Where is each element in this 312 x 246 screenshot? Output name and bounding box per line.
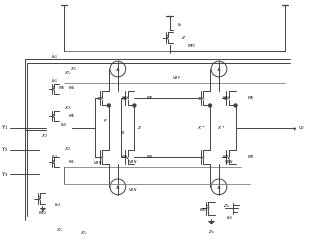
Text: $N$: $N$ (120, 129, 125, 136)
Text: $V_{BN}$: $V_{BN}$ (128, 186, 137, 194)
Text: $X_1$: $X_1$ (70, 65, 77, 73)
Text: $V_{BN}$: $V_{BN}$ (128, 158, 137, 166)
Text: $M_{12}$: $M_{12}$ (37, 210, 47, 217)
Text: $X_1$: $X_1$ (80, 229, 87, 237)
Text: $Z$: $Z$ (181, 34, 186, 41)
Text: $V_{BN}$: $V_{BN}$ (93, 159, 103, 167)
Text: $M_4$: $M_4$ (146, 154, 154, 161)
Text: $V_{BP}$: $V_{BP}$ (172, 74, 181, 82)
Text: $I_{b3}$: $I_{b3}$ (54, 202, 61, 209)
Text: $M_1$: $M_1$ (121, 95, 128, 102)
Text: $X_1$: $X_1$ (64, 69, 71, 77)
Text: $X^+$: $X^+$ (217, 124, 225, 132)
Text: $P$: $P$ (103, 117, 107, 123)
Text: $Z_o$: $Z_o$ (223, 203, 230, 210)
Text: $I_{b1}$: $I_{b1}$ (51, 77, 57, 85)
Text: $I_{b5}$: $I_{b5}$ (226, 215, 233, 222)
Text: $M_5$: $M_5$ (222, 95, 229, 102)
Text: $M_b$: $M_b$ (58, 85, 66, 92)
Text: $X_2$: $X_2$ (64, 146, 71, 153)
Text: $Y_3$: $Y_3$ (1, 169, 8, 179)
Text: $V_O$: $V_O$ (298, 124, 305, 132)
Text: $Y_1$: $Y_1$ (1, 123, 8, 132)
Text: $M_3$: $M_3$ (121, 154, 128, 161)
Text: $M_{PC}$: $M_{PC}$ (187, 43, 196, 50)
Text: $I_b$: $I_b$ (177, 21, 182, 29)
Text: $V_{BN}$: $V_{BN}$ (224, 158, 233, 166)
Text: $Z$: $Z$ (137, 124, 142, 131)
Text: $M_2$: $M_2$ (146, 95, 154, 102)
Circle shape (208, 104, 212, 107)
Text: $M_a$: $M_a$ (68, 85, 75, 92)
Text: $I_{b1}$: $I_{b1}$ (51, 53, 57, 61)
Text: $M_{13}$: $M_{13}$ (199, 207, 208, 214)
Text: $Z_o$: $Z_o$ (208, 228, 215, 236)
Text: $M_8$: $M_8$ (247, 154, 255, 161)
Text: $I_{b0}$: $I_{b0}$ (60, 121, 67, 129)
Text: $Y_2$: $Y_2$ (1, 145, 8, 154)
Text: $X_1$: $X_1$ (56, 226, 62, 234)
Circle shape (107, 104, 110, 107)
Text: $M_6$: $M_6$ (247, 95, 255, 102)
Text: $M_{b}$: $M_{b}$ (68, 112, 76, 120)
Text: $M_7$: $M_7$ (222, 154, 229, 161)
Circle shape (234, 104, 237, 107)
Text: $X^-$: $X^-$ (197, 124, 206, 131)
Text: $M_c$: $M_c$ (68, 158, 75, 166)
Text: $X_3$: $X_3$ (64, 105, 71, 112)
Text: $I_{b2}$: $I_{b2}$ (51, 154, 57, 161)
Circle shape (133, 104, 136, 107)
Text: $X_3$: $X_3$ (41, 132, 48, 139)
